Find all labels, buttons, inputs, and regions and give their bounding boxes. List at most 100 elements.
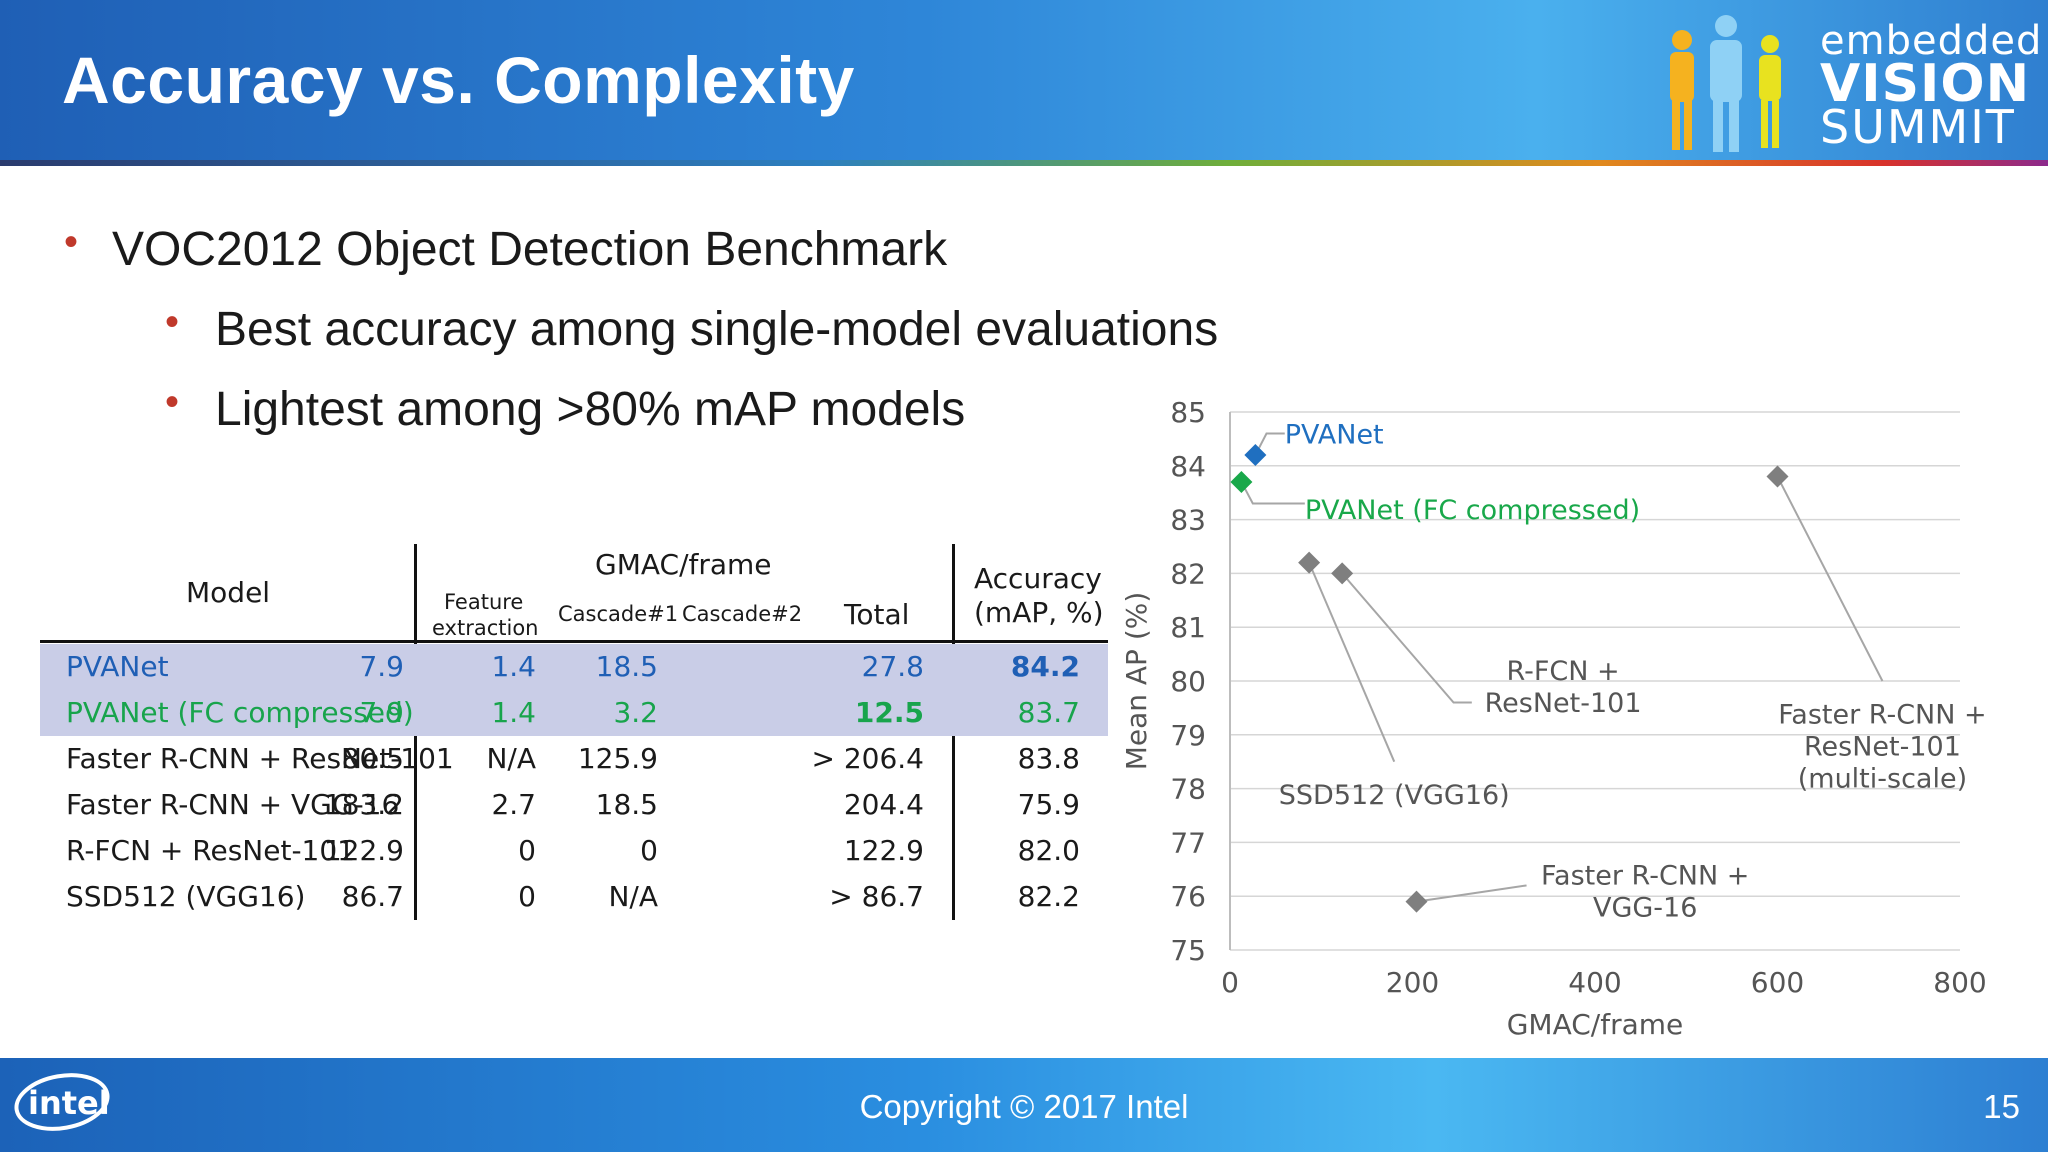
table-header-rule (40, 640, 1108, 643)
x-tick-label: 800 (1933, 966, 1986, 999)
annotation-leader-line (1341, 572, 1472, 704)
table-header-feature-2: extraction (432, 616, 539, 640)
table-header-cascade1: Cascade#1 (558, 602, 679, 626)
bullet-level1: • VOC2012 Object Detection Benchmark (64, 220, 948, 277)
table-cell-cascade1: 0 (518, 880, 536, 913)
x-tick-label: 0 (1221, 966, 1239, 999)
annotation-label: ResNet-101 (1804, 731, 1961, 762)
annotation-leader-line (1240, 481, 1305, 505)
table-cell-feature: 7.9 (359, 650, 404, 683)
y-tick-label: 76 (1170, 880, 1206, 913)
table-header-feature: Feature (444, 590, 524, 614)
y-tick-label: 83 (1170, 504, 1206, 537)
data-point-diamond (1244, 444, 1267, 467)
header-color-stripe (0, 160, 2048, 166)
accuracy-vs-gmac-scatter-chart: 75 76 77 78 79 80 81 82 83 84 85 0 200 400 600 800 GMAC/… (1120, 396, 1987, 1041)
header-bar: Accuracy vs. Complexity embedded VISION … (0, 0, 2048, 160)
benchmark-table: Model GMAC/frame Feature extraction Casc… (40, 540, 1108, 920)
table-cell-model: SSD512 (VGG16) (66, 880, 306, 913)
table-cell-cascade2: 18.5 (595, 788, 658, 821)
y-axis-label: Mean AP (%) (1120, 592, 1153, 771)
table-cell-accuracy: 84.2 (1010, 650, 1080, 683)
annotation-label: Faster R-CNN + (1541, 861, 1749, 892)
bullet-dot-icon: • (165, 380, 180, 424)
table-cell-feature: 86.7 (341, 880, 404, 913)
table-cell-cascade1: 1.4 (491, 650, 536, 683)
logo-word-summit: SUMMIT (1820, 100, 2016, 154)
bullet-dot-icon: • (64, 220, 79, 264)
table-cell-feature: 122.9 (323, 834, 404, 867)
data-point-diamond (1405, 890, 1428, 913)
data-point-diamond (1331, 562, 1354, 585)
footer-bar: intel Copyright © 2017 Intel 15 (0, 1058, 2048, 1152)
table-cell-cascade2: 3.2 (613, 696, 658, 729)
annotation-leader-line (1776, 476, 1884, 682)
intel-logo: intel (14, 1073, 110, 1131)
table-cell-feature: 7.9 (359, 696, 404, 729)
table-cell-model: PVANet (66, 650, 169, 683)
y-tick-label: 77 (1170, 826, 1206, 859)
y-tick-label: 85 (1170, 396, 1206, 429)
table-cell-accuracy: 82.0 (1017, 834, 1080, 867)
annotation-leader-line (1308, 562, 1396, 763)
y-tick-label: 81 (1170, 611, 1206, 644)
y-tick-label: 78 (1170, 773, 1206, 806)
table-header-model: Model (186, 576, 271, 609)
table-header-accuracy-2: (mAP, %) (974, 596, 1104, 629)
annotation-label: PVANet (1285, 420, 1384, 451)
bullet-text: Best accuracy among single-model evaluat… (215, 303, 1219, 356)
page-number: 15 (1983, 1088, 2020, 1125)
x-tick-label: 400 (1568, 966, 1621, 999)
table-cell-total: 204.4 (843, 788, 924, 821)
bullet-text: VOC2012 Object Detection Benchmark (112, 223, 948, 276)
annotation-label: ResNet-101 (1485, 688, 1642, 719)
annotation-label: PVANet (FC compressed) (1305, 495, 1640, 526)
table-cell-total: > 206.4 (811, 742, 924, 775)
y-tick-label: 82 (1170, 557, 1206, 590)
table-cell-total: > 86.7 (829, 880, 924, 913)
table-cell-model: Faster R-CNN + ResNet-101 (66, 742, 454, 775)
x-axis-label: GMAC/frame (1507, 1008, 1684, 1041)
logo-word-embedded: embedded (1820, 18, 2043, 64)
embedded-vision-summit-logo: embedded VISION SUMMIT (1660, 8, 2041, 156)
data-point-diamond (1766, 465, 1789, 488)
x-tick-label: 600 (1751, 966, 1804, 999)
table-cell-feature: 183.2 (323, 788, 404, 821)
table-cell-cascade2: 125.9 (577, 742, 658, 775)
table-header-cascade2: Cascade#2 (682, 602, 803, 626)
table-cell-total: 27.8 (861, 650, 924, 683)
table-header-accuracy: Accuracy (974, 562, 1102, 595)
y-tick-label: 75 (1170, 934, 1206, 967)
x-tick-label: 200 (1386, 966, 1439, 999)
data-point-diamond (1230, 470, 1253, 493)
annotation-label: R-FCN + (1506, 656, 1619, 687)
annotation-label: Faster R-CNN + (1778, 699, 1986, 730)
annotation-label: (multi-scale) (1798, 763, 1967, 794)
table-cell-accuracy: 75.9 (1017, 788, 1080, 821)
table-cell-cascade2: 18.5 (595, 650, 658, 683)
people-silhouettes-icon (1670, 15, 1781, 152)
table-row-highlight (40, 690, 1108, 736)
logo-word-vision: VISION (1820, 54, 2031, 114)
copyright-text: Copyright © 2017 Intel (859, 1088, 1189, 1125)
bullet-level2: • Best accuracy among single-model evalu… (165, 300, 1219, 357)
annotation-label: VGG-16 (1593, 893, 1697, 924)
table-cell-total: 12.5 (854, 696, 924, 729)
slide-title: Accuracy vs. Complexity (62, 43, 855, 117)
table-cell-cascade1: 0 (518, 834, 536, 867)
table-cell-accuracy: 83.8 (1017, 742, 1080, 775)
table-cell-accuracy: 83.7 (1017, 696, 1080, 729)
table-cell-model: Faster R-CNN + VGG-16 (66, 788, 400, 821)
table-header-gmac: GMAC/frame (595, 548, 772, 581)
annotation-label: SSD512 (VGG16) (1279, 780, 1510, 811)
table-row-highlight (40, 644, 1108, 690)
table-cell-cascade1: N/A (486, 742, 536, 775)
table-cell-accuracy: 82.2 (1017, 880, 1080, 913)
table-cell-cascade1: 1.4 (491, 696, 536, 729)
table-cell-cascade2: N/A (608, 880, 658, 913)
data-point-diamond (1298, 551, 1321, 574)
y-tick-label: 80 (1170, 665, 1206, 698)
table-cell-model: R-FCN + ResNet-101 (66, 834, 355, 867)
table-cell-total: 122.9 (843, 834, 924, 867)
intel-logo-text: intel (28, 1084, 110, 1122)
